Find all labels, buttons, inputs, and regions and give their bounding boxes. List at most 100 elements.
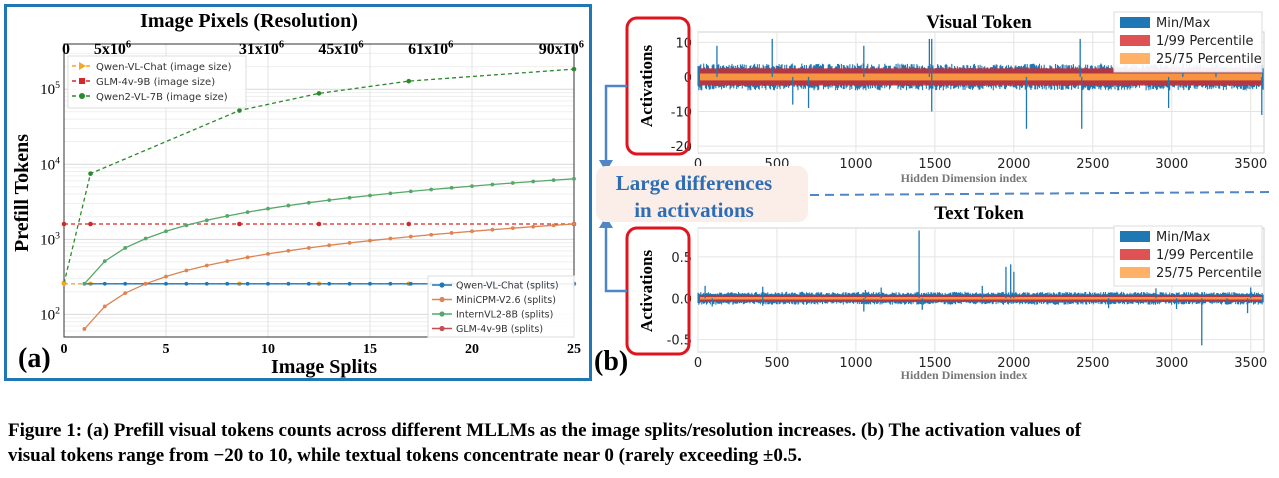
- separator-dashed-line: [809, 191, 1273, 196]
- x-tick-label: 3500: [1234, 356, 1267, 371]
- data-point: [306, 246, 311, 250]
- data-point: [368, 281, 372, 286]
- top-tick-label: 45x106: [318, 40, 363, 58]
- data-point: [571, 66, 577, 72]
- data-point: [408, 234, 413, 239]
- data-point: [449, 231, 454, 235]
- legend-swatch: [1120, 53, 1150, 64]
- legend-entry: 1/99 Percentile: [1156, 248, 1253, 263]
- data-point: [306, 281, 311, 286]
- panel-a-ylabel: Prefill Tokens: [11, 134, 33, 252]
- data-point: [164, 274, 168, 279]
- legend-entry: 25/75 Percentile: [1156, 52, 1262, 67]
- series-line: [63, 68, 575, 284]
- data-point: [61, 281, 67, 287]
- p25-p75-band: [700, 73, 1262, 81]
- caption-line-1: Figure 1: (a) Prefill visual tokens coun…: [8, 420, 1082, 441]
- y-tick-label: 0.0: [671, 292, 692, 307]
- legend-entry: Min/Max: [1156, 16, 1211, 31]
- prefill-tokens-chart: Image Pixels (Resolution) 0 5x106 31x106 45…: [4, 4, 592, 381]
- legend-entry: 25/75 Percentile: [1156, 266, 1262, 281]
- legend-swatch: [1120, 267, 1150, 278]
- data-point: [406, 221, 412, 227]
- x-tick-label: 500: [765, 356, 790, 371]
- panel-a-axes: [63, 43, 575, 338]
- data-point: [429, 187, 434, 192]
- x-tick-label: 15: [363, 342, 377, 357]
- data-point: [510, 226, 515, 231]
- data-point: [368, 238, 372, 243]
- activation-chart: 0 500 1000 1500 2000 2500 3000 3500-20-10010Min…: [594, 11, 1273, 382]
- legend-marker: [439, 311, 445, 317]
- figure-caption: Figure 1: (a) Prefill visual tokens coun…: [8, 418, 1273, 468]
- legend-entry: GLM-4v-9B (image size): [96, 77, 215, 88]
- data-point: [286, 203, 291, 208]
- top-tick-label: 31x106: [239, 40, 284, 58]
- data-point: [388, 191, 393, 196]
- arrow-down-path: [604, 84, 627, 162]
- data-point: [286, 281, 291, 286]
- data-point: [266, 251, 270, 256]
- panel-a-legend-lower: Qwen-VL-Chat (splits) MiniCPM-V2.6 (split…: [427, 275, 575, 338]
- legend-marker: [439, 296, 445, 303]
- x-tick-label: 0: [694, 356, 702, 371]
- data-point: [204, 281, 209, 286]
- data-point: [164, 281, 168, 286]
- legend-swatch: [1120, 17, 1150, 28]
- visual-xlabel: Hidden Dimension index: [901, 171, 1028, 185]
- data-point: [429, 232, 434, 237]
- data-point: [408, 281, 413, 286]
- data-point: [88, 221, 93, 227]
- panel-a-xlabel: Image Splits: [271, 356, 377, 378]
- panel-a-top-tick-labels: 0 5x106 31x106 45x106 61x106 90x106: [62, 40, 584, 58]
- y-tick-label: 105: [40, 80, 60, 98]
- legend-marker: [439, 282, 445, 288]
- data-point: [225, 281, 230, 286]
- legend-entry: Qwen-VL-Chat (image size): [96, 62, 232, 73]
- x-tick-label: 3500: [1234, 157, 1267, 172]
- data-point: [531, 224, 536, 229]
- x-tick-label: 5: [163, 342, 170, 357]
- legend-entry: InternVL2-8B (splits): [456, 310, 553, 321]
- legend-marker: [79, 62, 86, 70]
- data-point: [286, 248, 291, 253]
- x-tick-label: 25: [567, 342, 581, 357]
- y-tick-label: -10: [671, 106, 692, 121]
- data-point: [347, 195, 352, 200]
- x-tick-label: 1500: [918, 356, 951, 371]
- data-point: [204, 263, 209, 268]
- panel-a-top-axis-title: Image Pixels (Resolution): [140, 10, 358, 32]
- x-tick-label: 10: [261, 342, 275, 357]
- panel-a-x-tick-labels: 0 5 10 15 20 25: [61, 342, 582, 357]
- data-point: [408, 189, 413, 194]
- data-point: [572, 222, 576, 226]
- data-point: [123, 291, 128, 296]
- data-point: [510, 181, 515, 185]
- data-point: [88, 171, 93, 176]
- legend-marker: [439, 325, 445, 332]
- data-point: [490, 227, 495, 232]
- legend-lower-box: [427, 275, 575, 338]
- legend-entry: Min/Max: [1156, 230, 1211, 245]
- annotation-arrows: [604, 84, 627, 293]
- data-point: [82, 327, 87, 331]
- data-point: [470, 229, 474, 234]
- x-tick-label: 2000: [997, 157, 1030, 172]
- arrow-up-path: [604, 226, 627, 293]
- annotation-line-2: in activations: [634, 198, 754, 222]
- top-tick-label: 0: [62, 41, 70, 58]
- data-point: [123, 246, 128, 250]
- panel-b-label: (b): [594, 346, 628, 377]
- x-tick-label: 0: [694, 157, 702, 172]
- data-point: [237, 221, 242, 227]
- annotation-line-1: Large differences: [616, 171, 772, 195]
- data-point: [61, 221, 67, 227]
- data-point: [368, 193, 372, 198]
- visual-ylabel: Activations: [637, 45, 656, 128]
- visual-token-plot: 0 500 1000 1500 2000 2500 3000 3500-20-10010Min…: [671, 11, 1267, 172]
- text-xlabel: Hidden Dimension index: [901, 368, 1028, 382]
- x-tick-label: 1500: [918, 157, 951, 172]
- data-point: [470, 184, 474, 188]
- panel-a-y-tick-labels: 105 104 103 102: [40, 80, 60, 323]
- data-point: [204, 218, 209, 223]
